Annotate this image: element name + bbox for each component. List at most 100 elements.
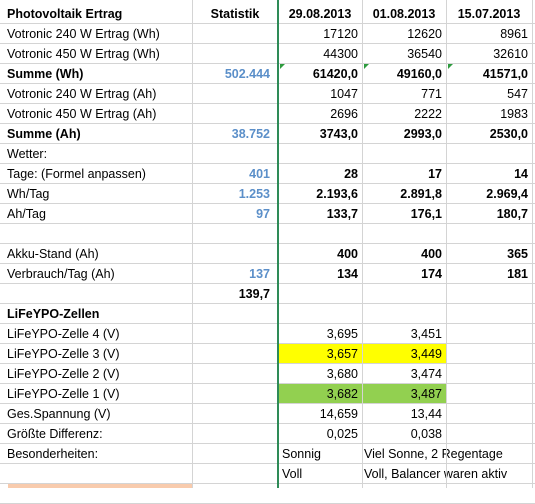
row-label[interactable]: Ges.Spannung (V) xyxy=(7,407,111,421)
row-label[interactable] xyxy=(0,284,192,304)
value-cell-1[interactable]: 61420,0 xyxy=(312,67,358,81)
value-cell-1[interactable]: 0,025 xyxy=(326,427,358,441)
value-cell-1[interactable]: Sonnig xyxy=(282,447,321,461)
value-cell-1[interactable]: 133,7 xyxy=(326,207,358,221)
value-cell-3[interactable]: 547 xyxy=(507,87,528,101)
value-cell-2[interactable]: Voll, Balancer waren aktiv xyxy=(364,467,508,481)
row-label[interactable] xyxy=(0,224,192,244)
header-date-2[interactable]: 01.08.2013 xyxy=(372,7,436,21)
row-label[interactable]: Votronic 450 W Ertrag (Wh) xyxy=(7,47,160,61)
row-label[interactable]: LiFeYPO-Zelle 4 (V) xyxy=(7,327,120,341)
row-label[interactable]: Größte Differenz: xyxy=(7,427,103,441)
value-cell-2[interactable] xyxy=(362,224,446,244)
value-cell-3[interactable] xyxy=(446,384,532,404)
value-cell-3[interactable] xyxy=(446,324,532,344)
value-cell-3[interactable]: 41571,0 xyxy=(482,67,528,81)
row-label[interactable]: LiFeYPO-Zelle 3 (V) xyxy=(7,347,120,361)
value-cell-2[interactable]: 176,1 xyxy=(410,207,442,221)
value-cell-3[interactable]: 2530,0 xyxy=(489,127,528,141)
header-statistik[interactable]: Statistik xyxy=(210,7,260,21)
value-cell-2[interactable]: 3,451 xyxy=(410,327,442,341)
statistik-cell[interactable] xyxy=(192,404,278,424)
statistik-cell[interactable] xyxy=(192,84,278,104)
value-cell-1[interactable]: 3,680 xyxy=(326,367,358,381)
row-label[interactable] xyxy=(0,464,192,484)
value-cell-3[interactable] xyxy=(446,404,532,424)
value-cell-2[interactable]: Viel Sonne, 2 Regentage xyxy=(364,447,503,461)
statistik-cell[interactable]: 38.752 xyxy=(231,127,270,141)
value-cell-2[interactable]: 12620 xyxy=(407,27,442,41)
value-cell-2[interactable] xyxy=(362,144,446,164)
row-label[interactable]: Votronic 240 W Ertrag (Wh) xyxy=(7,27,160,41)
row-label[interactable]: Votronic 450 W Ertrag (Ah) xyxy=(7,107,157,121)
value-cell-1[interactable]: 1047 xyxy=(330,87,358,101)
value-cell-3[interactable]: 365 xyxy=(507,247,528,261)
value-cell-1[interactable] xyxy=(278,304,362,324)
value-cell-1[interactable]: 134 xyxy=(337,267,358,281)
value-cell-2[interactable]: 2222 xyxy=(414,107,442,121)
value-cell-1[interactable] xyxy=(278,144,362,164)
value-cell-3[interactable]: 180,7 xyxy=(496,207,528,221)
value-cell-1[interactable] xyxy=(278,284,362,304)
row-label[interactable]: LiFeYPO-Zellen xyxy=(7,307,100,321)
value-cell-1[interactable]: 3743,0 xyxy=(319,127,358,141)
row-label[interactable]: Summe (Wh) xyxy=(7,67,84,81)
value-cell-2[interactable]: 17 xyxy=(428,167,442,181)
value-cell-1[interactable]: 3,695 xyxy=(326,327,358,341)
value-cell-1[interactable]: 3,657 xyxy=(278,344,362,364)
row-label[interactable]: LiFeYPO-Zelle 2 (V) xyxy=(7,367,120,381)
header-date-3[interactable]: 15.07.2013 xyxy=(457,7,521,21)
value-cell-3[interactable] xyxy=(446,444,532,464)
value-cell-1[interactable] xyxy=(278,224,362,244)
value-cell-2[interactable] xyxy=(362,284,446,304)
value-cell-3[interactable]: 14 xyxy=(514,167,528,181)
row-label[interactable]: Verbrauch/Tag (Ah) xyxy=(7,267,115,281)
value-cell-3[interactable] xyxy=(446,464,532,484)
value-cell-3[interactable] xyxy=(446,424,532,444)
value-cell-2[interactable] xyxy=(362,304,446,324)
row-label[interactable]: Summe (Ah) xyxy=(7,127,81,141)
row-label[interactable]: Besonderheiten: xyxy=(7,447,99,461)
value-cell-2[interactable]: 2.891,8 xyxy=(400,187,442,201)
statistik-cell[interactable]: 139,7 xyxy=(238,287,270,301)
value-cell-2[interactable]: 400 xyxy=(421,247,442,261)
row-label[interactable]: LiFeYPO-Zelle 1 (V) xyxy=(7,387,120,401)
header-date-1[interactable]: 29.08.2013 xyxy=(288,7,352,21)
value-cell-3[interactable]: 1983 xyxy=(500,107,528,121)
value-cell-2[interactable]: 36540 xyxy=(407,47,442,61)
value-cell-3[interactable] xyxy=(446,284,532,304)
value-cell-3[interactable] xyxy=(446,224,532,244)
statistik-cell[interactable] xyxy=(192,324,278,344)
statistik-cell[interactable] xyxy=(192,444,278,464)
value-cell-1[interactable]: 14,659 xyxy=(319,407,358,421)
value-cell-2[interactable]: 0,038 xyxy=(410,427,442,441)
value-cell-3[interactable] xyxy=(446,144,532,164)
value-cell-1[interactable]: 17120 xyxy=(323,27,358,41)
statistik-cell[interactable] xyxy=(192,364,278,384)
statistik-cell[interactable] xyxy=(192,464,278,484)
value-cell-2[interactable]: 174 xyxy=(421,267,442,281)
statistik-cell[interactable] xyxy=(192,244,278,264)
value-cell-1[interactable]: 2.193,6 xyxy=(316,187,358,201)
statistik-cell[interactable] xyxy=(192,224,278,244)
statistik-cell[interactable] xyxy=(192,424,278,444)
row-label[interactable]: Tage: (Formel anpassen) xyxy=(7,167,146,181)
statistik-cell[interactable] xyxy=(192,104,278,124)
statistik-cell[interactable]: 137 xyxy=(249,267,270,281)
value-cell-3[interactable]: 2.969,4 xyxy=(486,187,528,201)
value-cell-2[interactable]: 13,44 xyxy=(410,407,442,421)
sheet-title[interactable]: Photovoltaik Ertrag xyxy=(7,7,123,21)
value-cell-3[interactable]: 8961 xyxy=(500,27,528,41)
value-cell-3[interactable]: 32610 xyxy=(493,47,528,61)
statistik-cell[interactable] xyxy=(192,24,278,44)
value-cell-2[interactable]: 771 xyxy=(421,87,442,101)
value-cell-3[interactable]: 181 xyxy=(507,267,528,281)
value-cell-1[interactable]: Voll xyxy=(282,467,303,481)
value-cell-1[interactable]: 28 xyxy=(344,167,358,181)
row-label[interactable]: Ah/Tag xyxy=(7,207,46,221)
statistik-cell[interactable] xyxy=(192,344,278,364)
statistik-cell[interactable] xyxy=(192,304,278,324)
value-cell-3[interactable] xyxy=(446,304,532,324)
value-cell-2[interactable]: 49160,0 xyxy=(396,67,442,81)
statistik-cell[interactable] xyxy=(192,144,278,164)
